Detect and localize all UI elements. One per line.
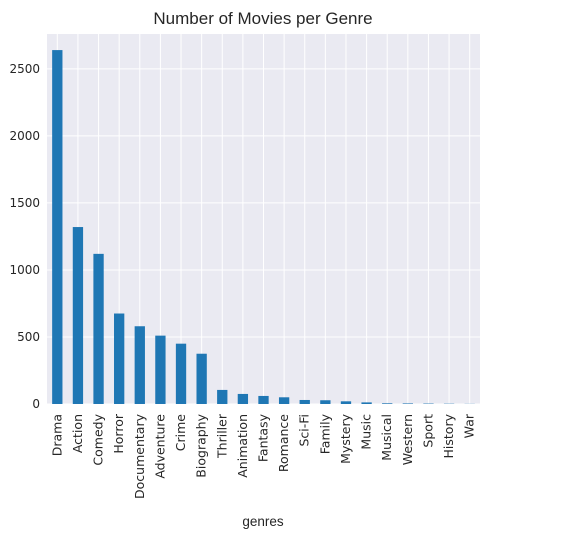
x-tick-label: Mystery	[338, 413, 353, 463]
bar-animation	[237, 393, 249, 404]
x-tick-label: Sci-Fi	[297, 414, 312, 447]
x-tick-label: Adventure	[152, 414, 167, 479]
bar-mystery	[340, 401, 352, 404]
bar-musical	[382, 403, 393, 404]
x-axis-label: genres	[242, 514, 284, 529]
x-tick-label: Family	[317, 413, 332, 454]
x-tick-label: Drama	[49, 414, 64, 456]
x-tick-label: History	[441, 413, 456, 458]
bar-biography	[196, 353, 207, 404]
bar-crime	[175, 343, 187, 404]
y-tick-label: 2000	[9, 129, 40, 143]
x-tick-label: Horror	[111, 413, 126, 453]
x-tick-label: Thriller	[214, 413, 229, 459]
bar-sci-fi	[299, 399, 310, 404]
bar-fantasy	[258, 395, 269, 404]
bar-romance	[278, 397, 290, 404]
x-tick-label: Sport	[420, 414, 435, 448]
bar-action	[72, 227, 84, 404]
bar-western	[402, 403, 413, 404]
bar-comedy	[93, 253, 104, 404]
bar-documentary	[134, 326, 145, 404]
x-tick-label: Comedy	[91, 413, 106, 465]
x-tick-label: Western	[400, 414, 415, 465]
bar-drama	[52, 50, 63, 405]
x-tick-label: Fantasy	[256, 413, 271, 462]
x-tick-label: Musical	[379, 414, 394, 461]
y-tick-labels: 0 500 1000 1500 2000 2500	[9, 62, 40, 411]
x-tick-label: Music	[359, 414, 374, 450]
x-tick-labels: Drama Action Comedy Horror Documentary Advent…	[49, 413, 476, 499]
y-tick-label: 0	[32, 397, 40, 411]
y-tick-label: 2500	[9, 62, 40, 76]
bar-horror	[114, 313, 125, 404]
x-tick-label: Romance	[276, 414, 291, 472]
bars	[52, 50, 475, 405]
bar-thriller	[217, 389, 228, 404]
bar-family	[320, 400, 331, 404]
x-tick-label: Biography	[194, 413, 209, 477]
x-tick-label: Animation	[235, 414, 250, 478]
x-tick-label: War	[462, 413, 477, 438]
x-tick-label: Crime	[173, 414, 188, 452]
chart-title: Number of Movies per Genre	[153, 9, 372, 28]
x-tick-label: Action	[70, 414, 85, 453]
bar-adventure	[155, 335, 166, 404]
y-tick-label: 1000	[9, 263, 40, 277]
x-tick-label: Documentary	[132, 413, 147, 499]
y-tick-label: 500	[17, 330, 40, 344]
y-tick-label: 1500	[9, 196, 40, 210]
bar-music	[361, 402, 372, 404]
